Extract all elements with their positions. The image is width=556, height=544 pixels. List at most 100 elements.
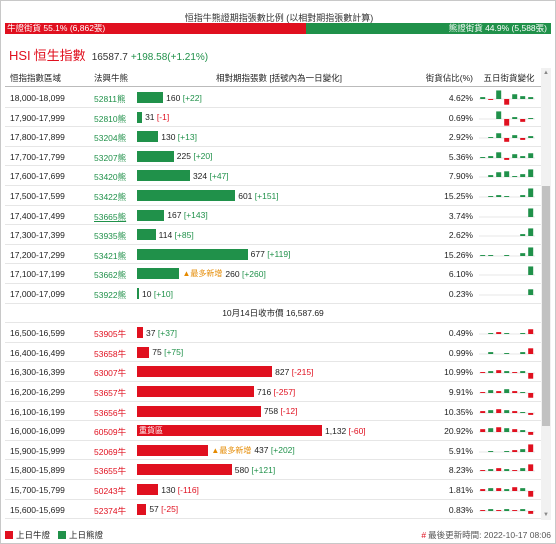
sparkline-bar xyxy=(512,372,518,374)
table-row[interactable]: 17,800-17,899 53204熊 130 [+13] 2.92% xyxy=(5,127,541,147)
sparkline-bar xyxy=(512,410,518,413)
cbbc-code-link[interactable]: 53420熊 xyxy=(94,172,127,183)
table-row[interactable]: 17,600-17,699 53420熊 324 [+47] 7.90% xyxy=(5,166,541,186)
cbbc-code-link[interactable]: 53421熊 xyxy=(94,250,127,261)
qty-value: 31 [-1] xyxy=(145,112,169,122)
sparkline-bar xyxy=(528,153,534,158)
sparkline-bar xyxy=(512,470,518,472)
price-range: 16,200-16,299 xyxy=(10,387,65,397)
sparkline-bar xyxy=(504,138,510,142)
cbbc-code-link[interactable]: 53657牛 xyxy=(94,388,127,398)
table-row[interactable]: 15,900-15,999 52069牛 ▲最多新增 437 [+202] 5.91% xyxy=(5,441,541,461)
cbbc-code-link[interactable]: 52810熊 xyxy=(94,113,127,124)
sparkline-bar xyxy=(528,348,534,354)
qty-number: 10 xyxy=(142,288,152,299)
cbbc-code-link[interactable]: 52811熊 xyxy=(94,94,126,104)
five-day-sparkline xyxy=(479,152,535,160)
index-code[interactable]: HSI xyxy=(9,48,31,63)
cbbc-code-link[interactable]: 53662熊 xyxy=(94,270,127,281)
triangle-up-icon[interactable]: ▲ xyxy=(543,70,549,76)
qty-bar xyxy=(137,386,254,397)
table-row[interactable]: 15,600-15,699 52374牛 57 [-25] 0.83% xyxy=(5,500,541,520)
five-day-sparkline xyxy=(479,508,535,514)
header-pct: 街貨佔比(%) xyxy=(425,73,473,83)
qty-number: 167 xyxy=(167,210,182,221)
cbbc-code-link[interactable]: 53935熊 xyxy=(94,231,127,242)
share-pct: 0.23% xyxy=(448,289,473,299)
qty-value: 130 [-116] xyxy=(161,485,199,495)
five-day-sparkline xyxy=(479,266,535,276)
cbbc-code-link[interactable]: 53905牛 xyxy=(94,329,127,340)
five-day-sparkline xyxy=(479,408,535,415)
cbbc-code-link[interactable]: 52069牛 xyxy=(94,446,127,457)
last-updated-text: 最後更新時間: 2022-10-17 08:06 xyxy=(428,530,551,540)
cbbc-code-link[interactable]: 63007牛 xyxy=(94,368,127,379)
table-row[interactable]: 17,900-17,999 52810熊 31 [-1] 0.69% xyxy=(5,108,541,128)
scroll-thumb[interactable] xyxy=(542,186,550,426)
cbbc-code-link[interactable]: 53665熊 xyxy=(94,211,127,222)
cbbc-code-link[interactable]: 53656牛 xyxy=(94,407,127,418)
table-row[interactable]: 17,500-17,599 53422熊 601 [+151] 15.25% xyxy=(5,186,541,206)
sparkline-bar xyxy=(528,208,534,217)
qty-bar xyxy=(137,229,156,241)
index-change: +198.58(+1.21%) xyxy=(130,52,209,63)
table-row[interactable]: 17,000-17,099 53922熊 10 [+10] 0.23% xyxy=(5,284,541,304)
index-value: 16587.7 xyxy=(91,52,128,63)
sparkline-bar xyxy=(528,247,534,256)
table-row[interactable]: 17,100-17,199 53662熊 ▲最多新增 260 [+260] 6.10% xyxy=(5,264,541,284)
table-row[interactable]: 17,300-17,399 53935熊 114 [+85] 2.62% xyxy=(5,225,541,245)
table-row[interactable]: 17,400-17,499 53665熊 167 [+143] 3.74% xyxy=(5,206,541,226)
table-row[interactable]: 17,200-17,299 53421熊 677 [+119] 15.26% xyxy=(5,245,541,265)
cbbc-code-link[interactable]: 53658牛 xyxy=(94,348,127,359)
sparkline-bar xyxy=(496,488,502,491)
sparkline-bar xyxy=(528,228,534,237)
sparkline-bar xyxy=(520,488,526,491)
five-day-sparkline xyxy=(479,90,535,105)
cbbc-code-link[interactable]: 60509牛 xyxy=(94,427,127,438)
sparkline-bar xyxy=(504,428,510,433)
cbbc-code-link[interactable]: 52374牛 xyxy=(94,505,127,516)
table-row[interactable]: 16,200-16,299 53657牛 716 [-257] 9.91% xyxy=(5,382,541,402)
share-pct: 0.49% xyxy=(448,328,473,339)
bull-legend-label: 上日牛證 xyxy=(16,530,51,540)
qty-bar-group: 580 [+121] xyxy=(137,464,275,476)
five-day-sparkline xyxy=(479,169,535,178)
sparkline-bar xyxy=(528,97,534,99)
qty-change: [-60] xyxy=(348,425,366,436)
cbbc-code-link[interactable]: 50243牛 xyxy=(94,486,127,496)
qty-number: 57 xyxy=(149,504,159,515)
qty-bar-group: 37 [+37] xyxy=(137,327,177,339)
triangle-down-icon[interactable]: ▼ xyxy=(543,512,549,518)
table-row[interactable]: 15,700-15,799 50243牛 130 [-116] 1.81% xyxy=(5,480,541,500)
qty-bar-group: ▲最多新增 437 [+202] xyxy=(137,444,295,456)
table-row[interactable]: 16,500-16,599 53905牛 37 [+37] 0.49% xyxy=(5,323,541,343)
sparkline-bar xyxy=(504,409,510,413)
cbbc-code-link[interactable]: 53207熊 xyxy=(94,152,127,163)
qty-number: 37 xyxy=(146,327,156,338)
qty-bar xyxy=(137,405,261,417)
table-row[interactable]: 15,800-15,899 53655牛 580 [+121] 8.23% xyxy=(5,460,541,480)
cbbc-code-link[interactable]: 53204熊 xyxy=(94,133,127,144)
table-row[interactable]: 17,700-17,799 53207熊 225 [+20] 5.36% xyxy=(5,147,541,167)
sparkline-bar xyxy=(496,408,502,413)
table-row[interactable]: 16,400-16,499 53658牛 75 [+75] 0.99% xyxy=(5,343,541,363)
vertical-scrollbar[interactable]: ▲ ▼ xyxy=(541,68,551,520)
last-updated: # 最後更新時間: 2022-10-17 08:06 xyxy=(421,529,551,541)
table-row[interactable]: 16,100-16,199 53656牛 758 [-12] 10.35% xyxy=(5,402,541,422)
table-row[interactable]: 16,300-16,399 63007牛 827 [-215] 10.99% xyxy=(5,362,541,382)
cbbc-table[interactable]: 18,000-18,099 52811熊 160 [+22] 4.62% 17,900-… xyxy=(5,88,541,520)
sparkline-bar xyxy=(504,508,510,511)
sparkline-bar xyxy=(520,195,526,197)
cbbc-code-link[interactable]: 53655牛 xyxy=(94,466,127,477)
table-row[interactable]: 18,000-18,099 52811熊 160 [+22] 4.62% xyxy=(5,88,541,108)
index-name[interactable]: 恒生指數 xyxy=(33,48,86,63)
sparkline-bar xyxy=(480,97,486,99)
sparkline-bar xyxy=(528,289,534,295)
cbbc-code-link[interactable]: 53422熊 xyxy=(94,192,127,202)
table-row[interactable]: 16,000-16,099 60509牛 重貨區 1,132 [-60] 20.92% xyxy=(5,421,541,441)
qty-bar-group: 重貨區 1,132 [-60] xyxy=(137,425,366,437)
qty-bar-group: 31 [-1] xyxy=(137,111,169,123)
cbbc-code-link[interactable]: 53922熊 xyxy=(94,290,127,300)
share-pct: 4.62% xyxy=(448,93,473,103)
sparkline-bar xyxy=(520,118,526,122)
